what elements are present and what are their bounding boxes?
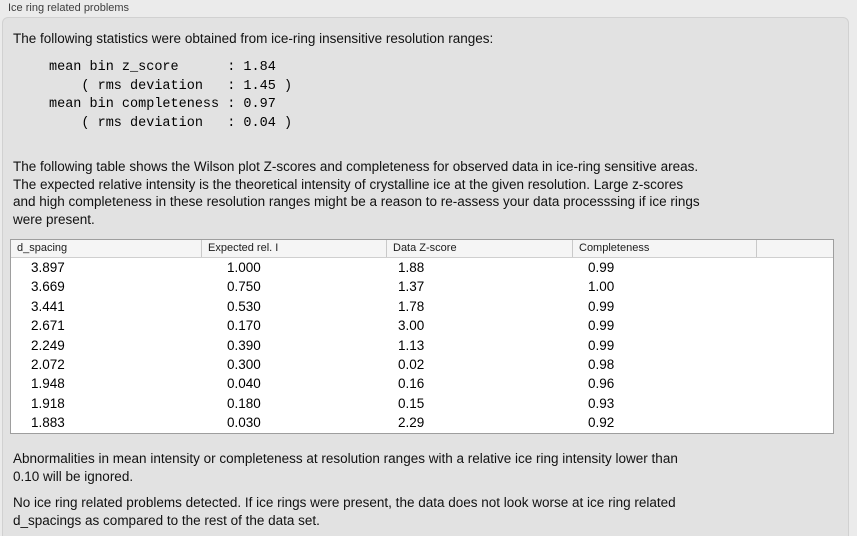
table-row[interactable]: 1.948 0.040 0.16 0.96 xyxy=(11,374,833,393)
table-cell: 0.99 xyxy=(588,318,615,334)
table-row[interactable]: 1.883 0.030 2.29 0.92 xyxy=(11,413,833,432)
table-cell: 0.300 xyxy=(227,356,261,372)
table-row[interactable]: 2.072 0.300 0.02 0.98 xyxy=(11,355,833,374)
table-cell: 0.170 xyxy=(227,318,261,334)
table-cell: 2.249 xyxy=(31,337,65,353)
table-cell: 1.883 xyxy=(31,415,65,431)
intro-text: The following statistics were obtained f… xyxy=(13,31,494,46)
table-cell: 2.072 xyxy=(31,356,65,372)
table-cell: 0.750 xyxy=(227,279,261,295)
table-row[interactable]: 3.669 0.750 1.37 1.00 xyxy=(11,277,833,296)
table-cell: 1.00 xyxy=(588,279,615,295)
table-cell xyxy=(757,316,833,335)
stats-block: mean bin z_score : 1.84 ( rms deviation … xyxy=(49,60,293,131)
table-cell xyxy=(757,297,833,316)
column-header-completeness[interactable]: Completeness xyxy=(573,240,757,257)
table-cell: 2.671 xyxy=(31,318,65,334)
table-cell: 0.92 xyxy=(588,415,615,431)
table-cell: 1.918 xyxy=(31,395,65,411)
column-header-expected-rel-i[interactable]: Expected rel. I xyxy=(202,240,387,257)
table-cell: 3.00 xyxy=(398,318,425,334)
table-cell: 0.390 xyxy=(227,337,261,353)
panel-title: Ice ring related problems xyxy=(8,2,130,14)
table-cell: 0.99 xyxy=(588,337,615,353)
column-header-data-z-score[interactable]: Data Z-score xyxy=(387,240,573,257)
table-cell: 1.37 xyxy=(398,279,425,295)
table-cell xyxy=(757,355,833,374)
table-cell: 0.180 xyxy=(227,395,261,411)
table-cell: 3.897 xyxy=(31,260,65,275)
table-row[interactable]: 2.249 0.390 1.13 0.99 xyxy=(11,336,833,355)
table-cell: 0.16 xyxy=(398,376,425,392)
table-row[interactable]: 2.671 0.170 3.00 0.99 xyxy=(11,316,833,335)
table-cell: 0.15 xyxy=(398,395,425,411)
table-cell: 0.98 xyxy=(588,356,615,372)
table-cell: 3.669 xyxy=(31,279,65,295)
table-row[interactable]: 3.441 0.530 1.78 0.99 xyxy=(11,297,833,316)
table-cell: 0.02 xyxy=(398,356,425,372)
table-cell: 2.29 xyxy=(398,415,425,431)
table-cell: 0.96 xyxy=(588,376,615,392)
table-row[interactable]: 3.897 1.000 1.88 0.99 xyxy=(11,258,833,277)
table-cell: 1.000 xyxy=(227,260,261,275)
table-cell: 0.99 xyxy=(588,298,615,314)
ice-table-body: 3.897 1.000 1.88 0.99 3.669 0.750 1.37 1.00 3.44… xyxy=(11,258,833,433)
conclusion-note: No ice ring related problems detected. I… xyxy=(13,495,676,528)
ignore-note: Abnormalities in mean intensity or compl… xyxy=(13,451,678,484)
table-cell xyxy=(757,277,833,296)
table-cell: 0.530 xyxy=(227,298,261,314)
table-cell xyxy=(757,413,833,432)
column-header-empty[interactable] xyxy=(757,240,833,257)
table-cell: 0.030 xyxy=(227,415,261,431)
table-cell: 1.13 xyxy=(398,337,425,353)
table-cell: 1.78 xyxy=(398,298,425,314)
table-cell: 0.93 xyxy=(588,395,615,411)
table-cell: 3.441 xyxy=(31,298,65,314)
table-cell: 0.040 xyxy=(227,376,261,392)
column-header-d-spacing[interactable]: d_spacing xyxy=(11,240,202,257)
table-row[interactable]: 1.918 0.180 0.15 0.93 xyxy=(11,394,833,413)
table-cell: 1.948 xyxy=(31,376,65,392)
table-cell xyxy=(757,394,833,413)
table-cell: 0.99 xyxy=(588,260,615,275)
table-cell xyxy=(757,374,833,393)
table-cell: 1.88 xyxy=(398,260,425,275)
table-cell xyxy=(757,336,833,355)
table-cell xyxy=(757,258,833,277)
ice-ring-panel: The following statistics were obtained f… xyxy=(2,17,849,536)
ice-ring-table: d_spacing Expected rel. I Data Z-score Comp… xyxy=(10,239,834,434)
table-description: The following table shows the Wilson plo… xyxy=(13,159,700,227)
ice-table-header: d_spacing Expected rel. I Data Z-score Comp… xyxy=(11,240,833,258)
